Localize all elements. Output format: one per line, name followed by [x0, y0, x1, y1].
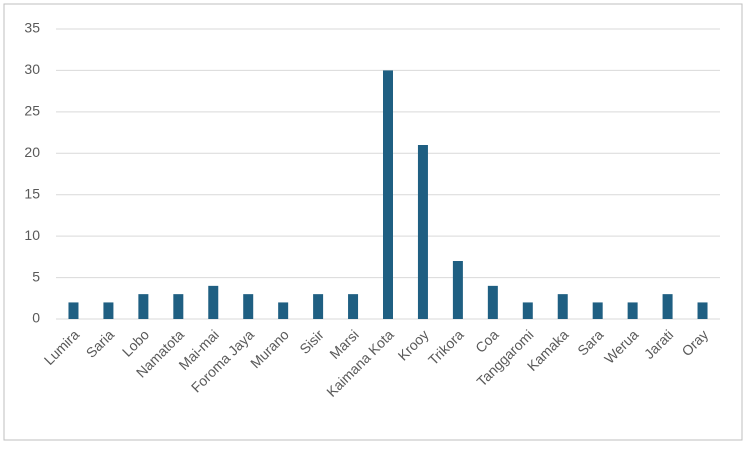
bar — [348, 294, 359, 319]
bar — [138, 294, 149, 319]
bar — [243, 294, 254, 319]
y-tick-label: 25 — [24, 103, 40, 119]
chart-border — [3, 3, 743, 441]
y-tick-label: 30 — [24, 61, 40, 77]
y-tick-label: 35 — [24, 20, 40, 36]
bar — [278, 302, 289, 319]
bar — [68, 302, 79, 319]
bar — [522, 302, 533, 319]
bar — [452, 261, 463, 319]
bar — [697, 302, 708, 319]
bar — [487, 285, 498, 319]
bar — [592, 302, 603, 319]
bar — [557, 294, 568, 319]
y-tick-label: 0 — [32, 310, 40, 326]
bar — [662, 294, 673, 319]
bar — [383, 70, 393, 319]
y-tick-label: 10 — [24, 227, 40, 243]
bar — [313, 294, 324, 319]
bar — [417, 145, 428, 319]
y-tick-label: 5 — [32, 268, 40, 284]
bar — [173, 294, 184, 319]
y-tick-label: 15 — [24, 185, 40, 201]
bar — [103, 302, 114, 319]
y-tick-label: 20 — [24, 144, 40, 160]
bar — [208, 285, 219, 319]
bar — [627, 302, 638, 319]
